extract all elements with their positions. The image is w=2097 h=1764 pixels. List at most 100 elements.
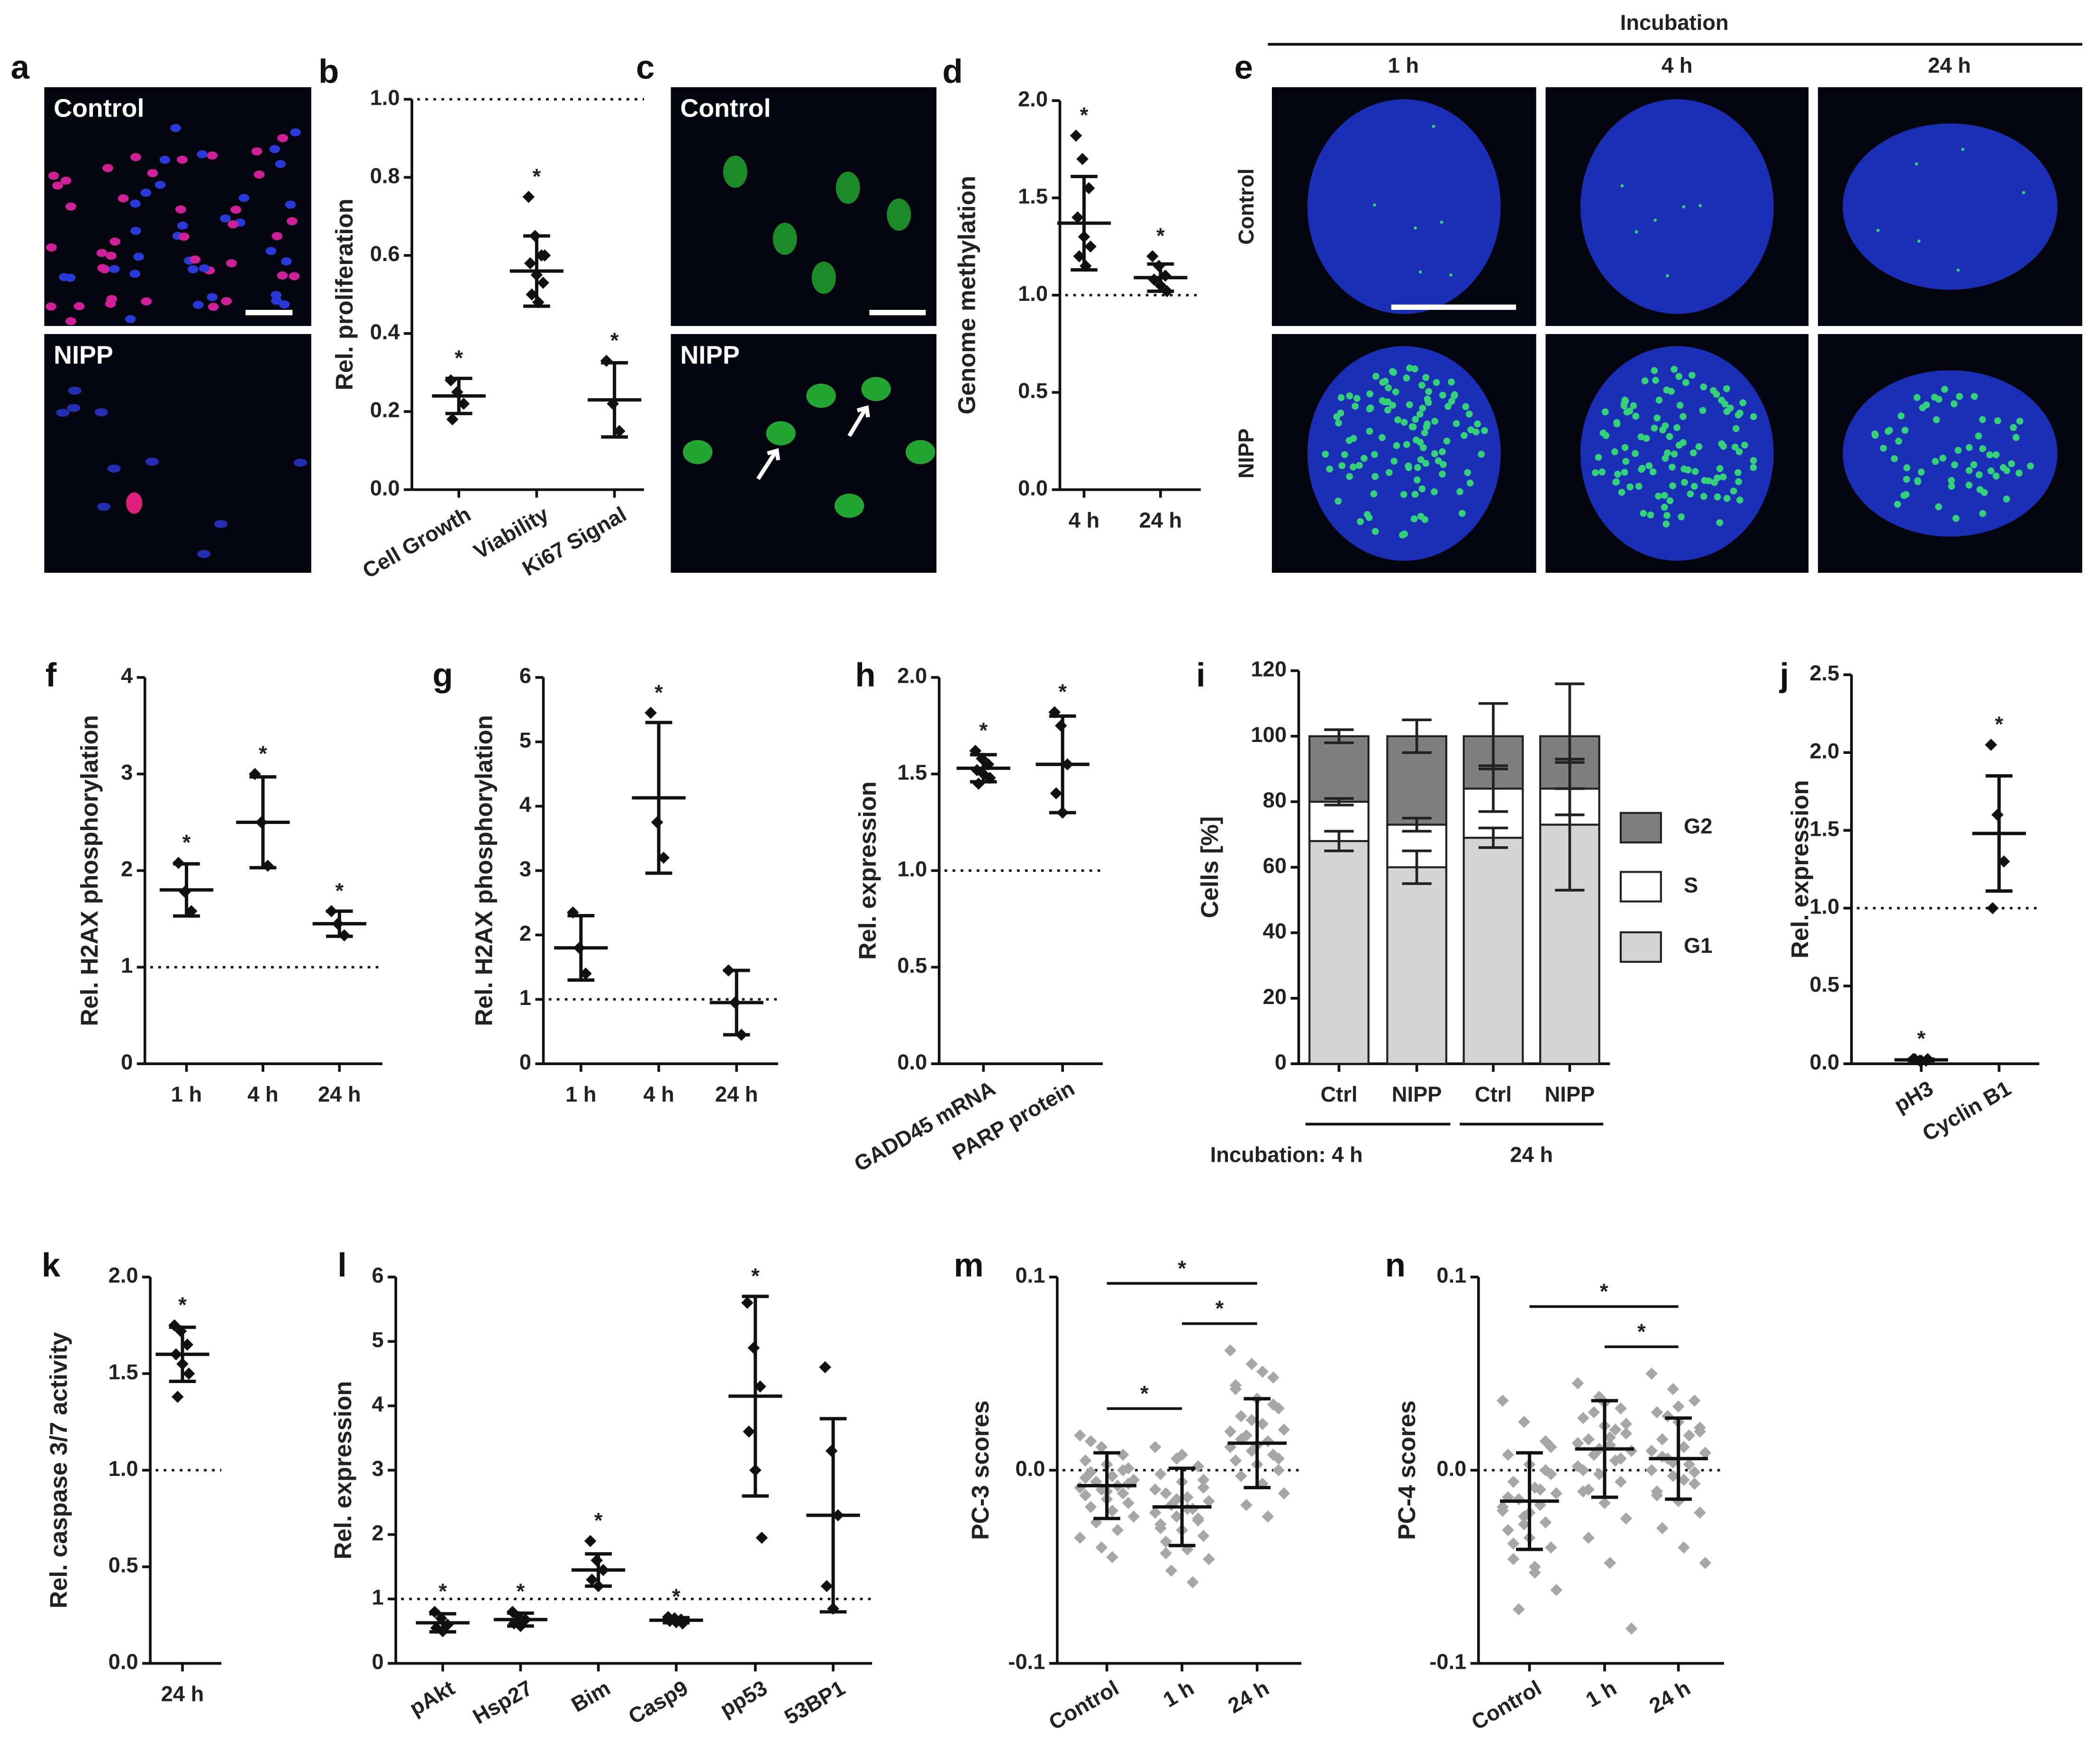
foci (1900, 492, 1907, 499)
data-point (1620, 1418, 1633, 1430)
foci (1423, 423, 1430, 431)
y-tick-label: 2 (121, 857, 133, 881)
y-axis-label: Cells [%] (1196, 816, 1223, 918)
y-tick-label: 6 (519, 664, 531, 688)
foci (1669, 463, 1676, 471)
y-axis-label: Rel. H2AX phosphorylation (76, 715, 103, 1026)
data-point (741, 1296, 753, 1309)
foci (1719, 473, 1727, 480)
significance: * (1156, 224, 1165, 248)
nucleus (45, 302, 56, 311)
foci (1653, 414, 1661, 422)
data-point (1625, 1445, 1638, 1457)
data-point (172, 1391, 184, 1403)
nucleus (106, 295, 117, 303)
y-tick-label: 0.0 (1436, 1456, 1466, 1481)
x-tick-label: pH3 (1890, 1076, 1937, 1117)
y-tick-label: -0.1 (1008, 1650, 1045, 1674)
y-tick-label: 2.0 (109, 1263, 138, 1287)
foci (2015, 470, 2023, 477)
foci (1689, 449, 1697, 457)
nucleus (220, 214, 231, 223)
foci (1716, 465, 1724, 472)
x-tick-label: Ctrl (1475, 1082, 1512, 1106)
foci (1591, 469, 1599, 477)
nucleus (887, 199, 911, 231)
arrow (756, 448, 781, 480)
data-point (1656, 1433, 1669, 1446)
nucleus (251, 147, 263, 155)
nucleus (275, 160, 286, 168)
x-tick-label: 1 h (565, 1082, 596, 1106)
nucleus (766, 421, 796, 445)
foci (1635, 482, 1643, 490)
data-point (1074, 1531, 1086, 1544)
foci (1366, 405, 1373, 413)
foci (1385, 469, 1393, 476)
y-tick-label: 40 (1263, 919, 1287, 943)
foci (1431, 417, 1439, 425)
foci (1385, 384, 1392, 391)
y-tick-label: 1 (372, 1585, 384, 1610)
foci (1914, 478, 1922, 485)
y-tick-label: 0.1 (1015, 1263, 1045, 1287)
foci (1647, 511, 1654, 519)
foci (1649, 468, 1657, 476)
foci (1613, 478, 1620, 486)
foci (1659, 426, 1666, 434)
foci (1462, 403, 1470, 410)
foci (1622, 458, 1630, 465)
foci (2003, 495, 2010, 503)
panel-letter: c (636, 48, 654, 86)
nucleus (46, 243, 57, 252)
data-point (1539, 1516, 1552, 1529)
foci (1431, 450, 1438, 457)
y-tick-label: 2.5 (1809, 661, 1839, 685)
data-point (1079, 1472, 1092, 1484)
data-point (657, 851, 670, 864)
foci (1413, 476, 1421, 484)
foci (1687, 490, 1694, 498)
data-point (1651, 1406, 1663, 1419)
nucleus (214, 520, 228, 528)
legend-label: S (1684, 873, 1698, 897)
y-tick-label: 5 (519, 728, 531, 752)
foci (1467, 426, 1475, 434)
x-tick-label: NIPP (1392, 1082, 1442, 1106)
foci (1350, 463, 1357, 470)
y-tick-label: 2.0 (1809, 739, 1839, 763)
foci (1432, 125, 1435, 128)
nucleus (68, 387, 82, 395)
foci (1621, 444, 1629, 451)
foci (1871, 432, 1879, 439)
data-point (1192, 1512, 1204, 1525)
foci (1406, 401, 1413, 408)
data-point (1604, 1431, 1616, 1444)
significance: * (259, 742, 267, 766)
foci (1663, 512, 1670, 519)
significance: * (182, 830, 191, 854)
data-point (1187, 1576, 1199, 1589)
foci (1630, 402, 1637, 409)
foci (1341, 451, 1348, 458)
y-tick-label: 4 (121, 664, 133, 688)
foci (1474, 420, 1481, 428)
nucleus (141, 297, 152, 306)
data-point (1245, 1357, 1258, 1370)
panel-letter: d (942, 52, 962, 90)
data-point (1577, 1412, 1589, 1424)
foci (2027, 462, 2034, 470)
foci (1448, 398, 1455, 405)
significance: * (979, 718, 988, 742)
data-point (1582, 1433, 1595, 1446)
nucleus (107, 464, 121, 473)
x-tick-label: pp53 (716, 1675, 772, 1721)
data-point (1084, 240, 1097, 253)
foci (1661, 492, 1668, 499)
nucleus (197, 550, 211, 558)
significance: * (1600, 1279, 1608, 1303)
foci (1682, 379, 1689, 386)
y-tick-label: 0.4 (370, 320, 400, 344)
nucleus (221, 297, 232, 306)
